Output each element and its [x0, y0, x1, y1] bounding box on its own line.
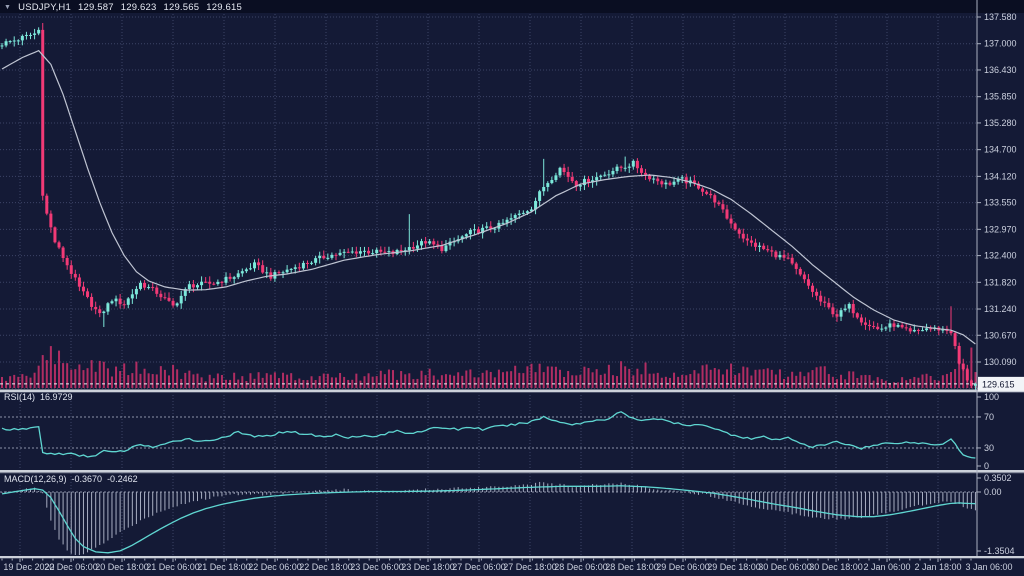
svg-text:0.00: 0.00	[984, 487, 1002, 497]
chart-background	[0, 0, 1024, 13]
ma-line	[1, 49, 976, 345]
svg-text:134.700: 134.700	[984, 145, 1017, 155]
rsi-panel[interactable]	[0, 411, 977, 459]
candles-layer	[0, 22, 977, 391]
svg-text:29 Dec 06:00: 29 Dec 06:00	[656, 562, 710, 572]
symbol-dropdown-icon[interactable]: ▼	[4, 4, 12, 11]
svg-text:30 Dec 06:00: 30 Dec 06:00	[758, 562, 812, 572]
rsi-name: RSI(14)	[4, 392, 36, 402]
svg-text:20 Dec 06:00: 20 Dec 06:00	[44, 562, 98, 572]
macd-histogram	[1, 481, 976, 555]
svg-text:0: 0	[984, 461, 989, 471]
symbol-timeframe-label: USDJPY,H1	[18, 2, 71, 13]
svg-text:2 Jan 18:00: 2 Jan 18:00	[914, 562, 961, 572]
svg-text:135.280: 135.280	[984, 118, 1017, 128]
svg-text:29 Dec 18:00: 29 Dec 18:00	[707, 562, 761, 572]
svg-text:133.550: 133.550	[984, 198, 1017, 208]
svg-text:30: 30	[984, 443, 994, 453]
svg-text:130.670: 130.670	[984, 330, 1017, 340]
svg-text:23 Dec 06:00: 23 Dec 06:00	[350, 562, 404, 572]
quote-open: 129.587	[77, 2, 114, 13]
svg-text:19 Dec 2022: 19 Dec 2022	[3, 562, 54, 572]
svg-text:131.240: 131.240	[984, 304, 1017, 314]
rsi-indicator-label: RSI(14) 16.9729	[4, 392, 73, 402]
svg-text:28 Dec 06:00: 28 Dec 06:00	[554, 562, 608, 572]
quote-low: 129.565	[163, 2, 200, 13]
quote-high: 129.623	[120, 2, 157, 13]
macd-panel[interactable]	[0, 481, 977, 555]
macd-main-value: -0.3670	[71, 474, 103, 484]
svg-text:30 Dec 18:00: 30 Dec 18:00	[809, 562, 863, 572]
svg-text:129.615: 129.615	[982, 379, 1015, 389]
macd-signal-line	[1, 485, 976, 554]
quote-close: 129.615	[206, 2, 242, 13]
svg-text:137.000: 137.000	[984, 39, 1017, 49]
svg-text:21 Dec 06:00: 21 Dec 06:00	[146, 562, 200, 572]
svg-text:132.400: 132.400	[984, 251, 1017, 261]
svg-text:21 Dec 18:00: 21 Dec 18:00	[197, 562, 251, 572]
svg-text:22 Dec 06:00: 22 Dec 06:00	[248, 562, 302, 572]
svg-text:27 Dec 18:00: 27 Dec 18:00	[503, 562, 557, 572]
svg-text:137.580: 137.580	[984, 12, 1017, 22]
svg-text:23 Dec 18:00: 23 Dec 18:00	[401, 562, 455, 572]
svg-text:2 Jan 06:00: 2 Jan 06:00	[863, 562, 910, 572]
volume-bars	[1, 346, 977, 388]
grid-lines	[0, 14, 977, 556]
svg-text:0.3502: 0.3502	[984, 473, 1012, 483]
svg-text:-1.3504: -1.3504	[984, 546, 1015, 556]
svg-text:132.970: 132.970	[984, 224, 1017, 234]
svg-text:135.850: 135.850	[984, 92, 1017, 102]
rsi-line	[1, 411, 976, 459]
macd-signal-value: -0.2462	[107, 474, 138, 484]
svg-text:27 Dec 06:00: 27 Dec 06:00	[452, 562, 506, 572]
svg-text:70: 70	[984, 412, 994, 422]
current-price-label: 129.615	[978, 376, 1024, 391]
svg-text:20 Dec 18:00: 20 Dec 18:00	[95, 562, 149, 572]
macd-indicator-label: MACD(12,26,9) -0.3670 -0.2462	[4, 474, 138, 484]
panel-separators	[0, 389, 1024, 559]
svg-text:100: 100	[984, 392, 999, 402]
rsi-value: 16.9729	[40, 392, 73, 402]
svg-text:131.820: 131.820	[984, 277, 1017, 287]
svg-text:130.090: 130.090	[984, 357, 1017, 367]
svg-text:22 Dec 18:00: 22 Dec 18:00	[299, 562, 353, 572]
svg-text:134.120: 134.120	[984, 171, 1017, 181]
svg-text:28 Dec 18:00: 28 Dec 18:00	[605, 562, 659, 572]
svg-text:3 Jan 06:00: 3 Jan 06:00	[965, 562, 1012, 572]
macd-name: MACD(12,26,9)	[4, 474, 67, 484]
svg-text:136.430: 136.430	[984, 65, 1017, 75]
chart-title-bar: ▼ USDJPY,H1 129.587 129.623 129.565 129.…	[4, 2, 242, 13]
